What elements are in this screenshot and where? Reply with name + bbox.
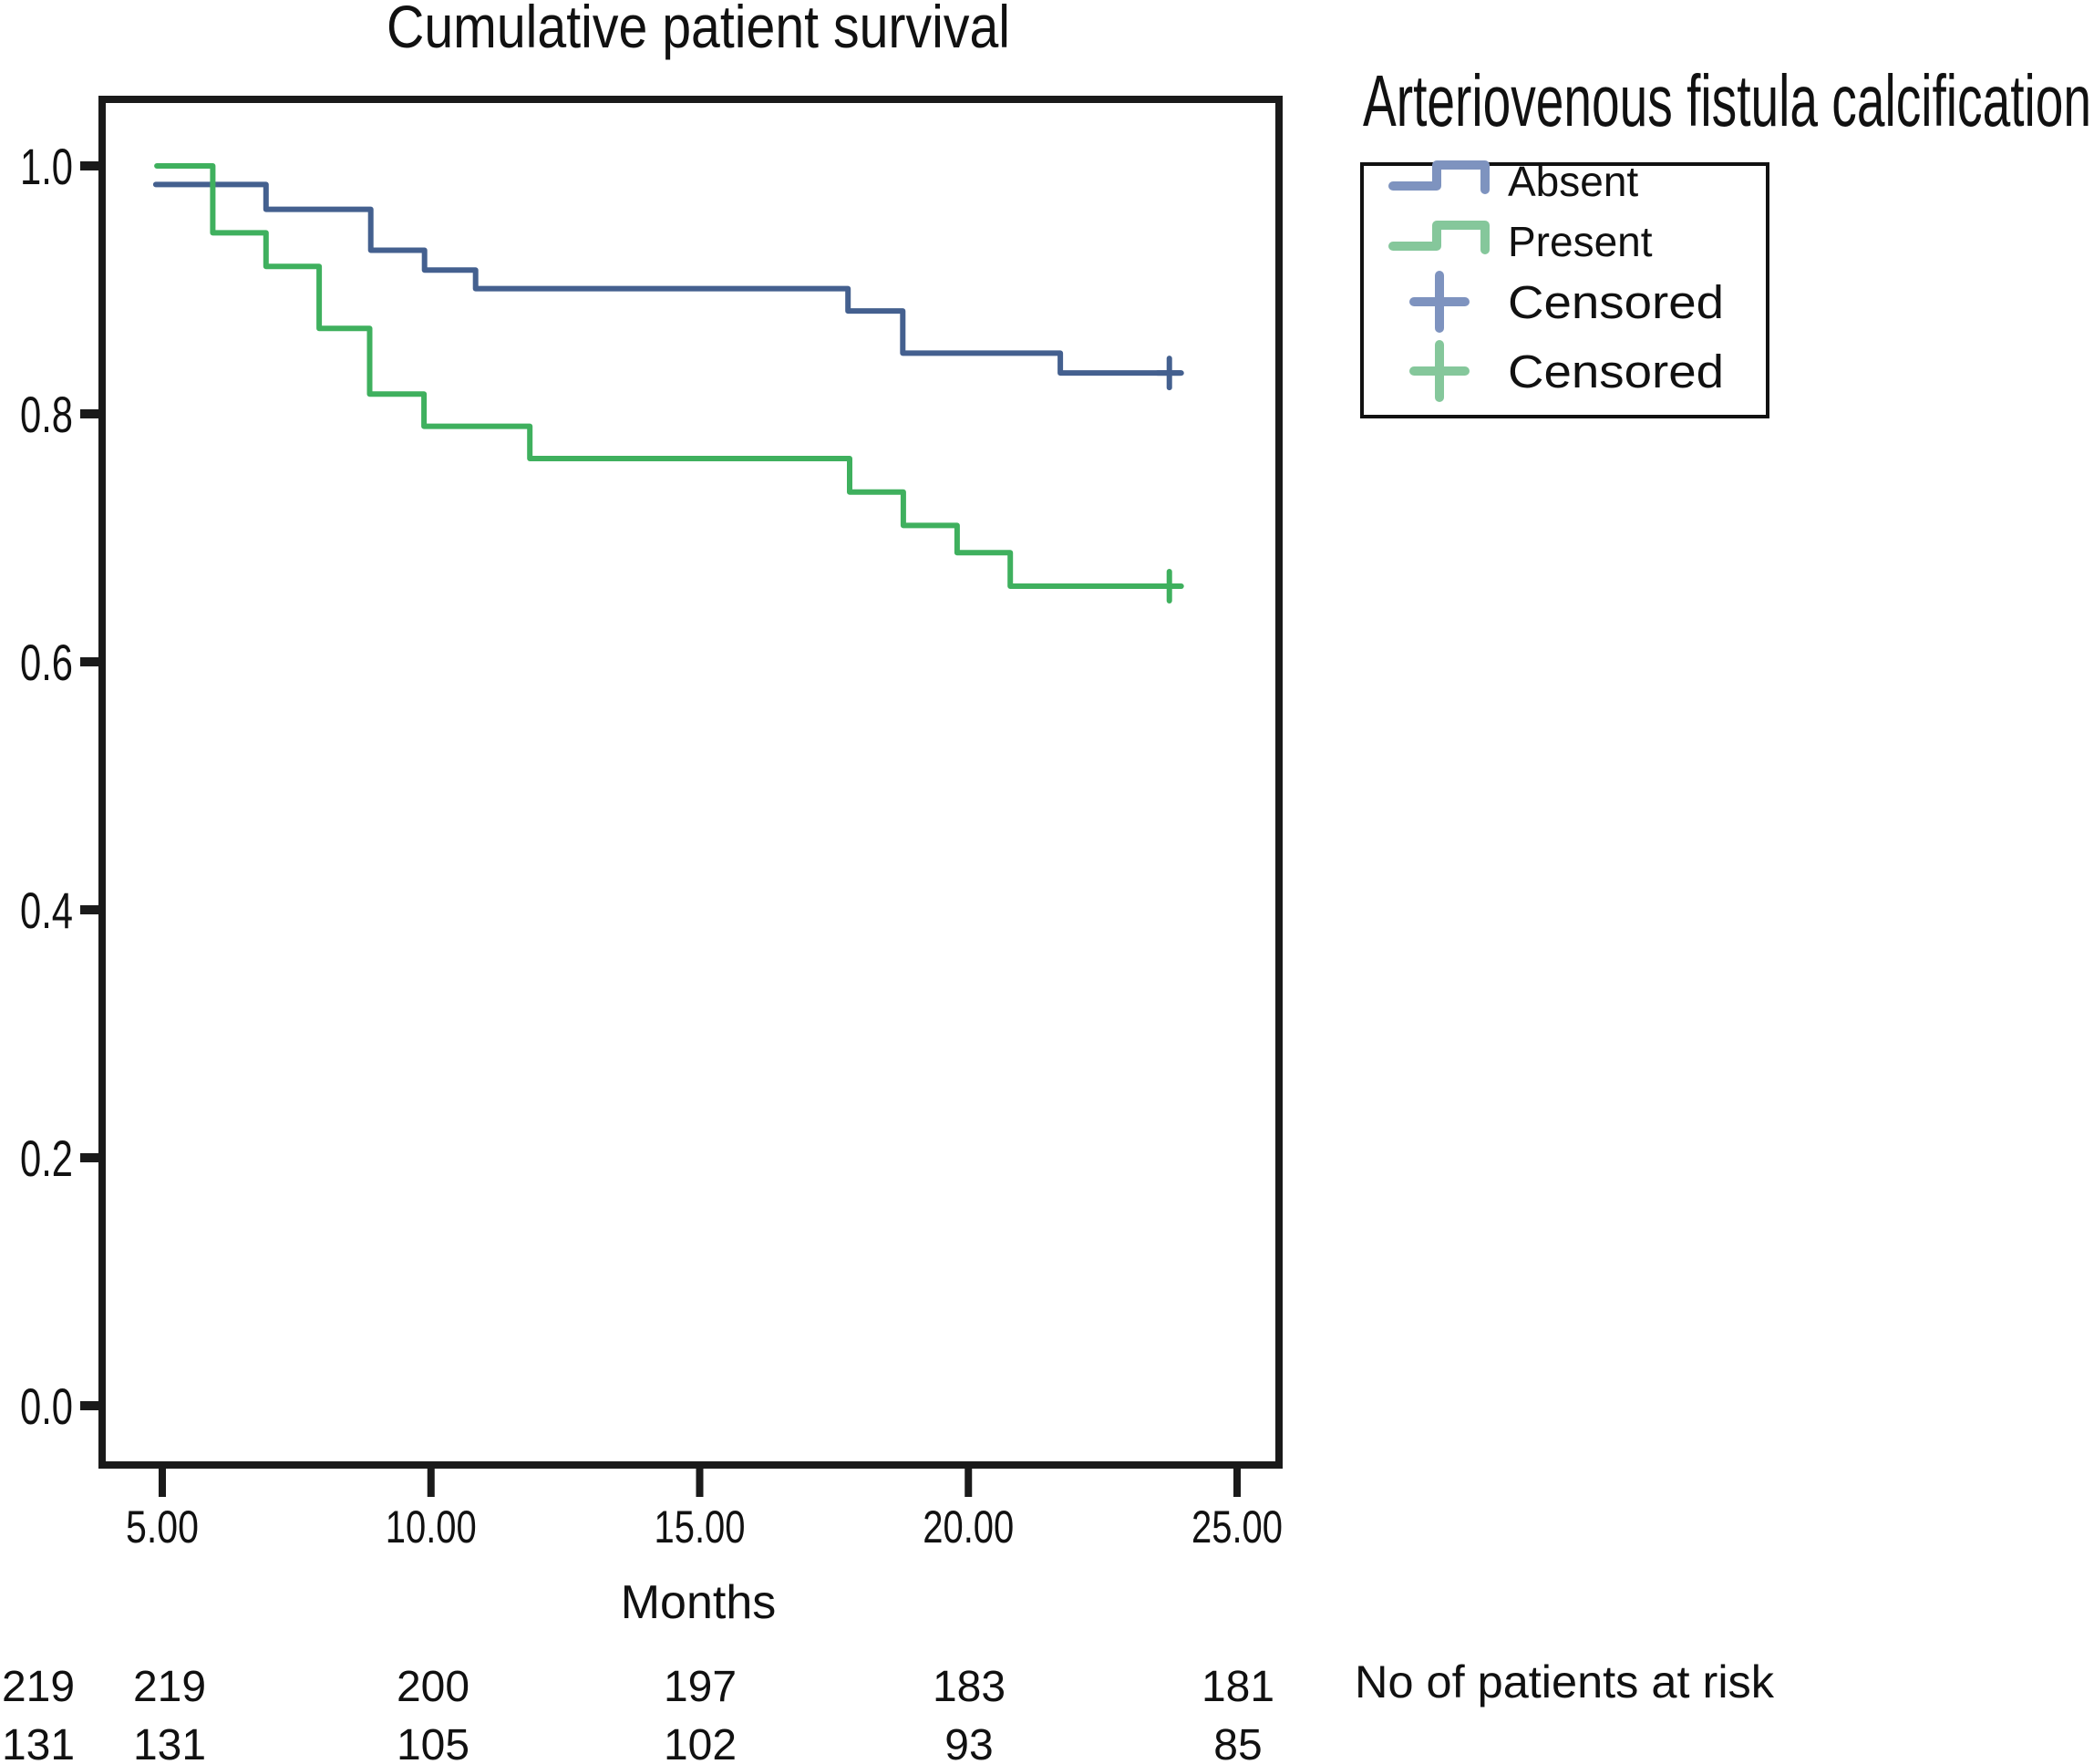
at-risk-count: 131: [133, 1721, 206, 1764]
at-risk-label: No of patients at risk: [1355, 1656, 1775, 1707]
y-tick-label: 0.2: [20, 1130, 73, 1187]
at-risk-count: 93: [944, 1721, 993, 1764]
y-tick-label: 1.0: [20, 138, 73, 195]
at-risk-count: 197: [664, 1663, 737, 1711]
legend-item-present-1: Present: [1388, 218, 1653, 265]
at-risk-count: 105: [397, 1721, 469, 1764]
x-tick-label: 5.00: [126, 1501, 199, 1553]
at-risk-count: 183: [933, 1663, 1006, 1711]
x-axis-title: Months: [621, 1576, 777, 1629]
legend-step-line-icon: [1388, 160, 1490, 194]
legend-item-label: Censored: [1508, 346, 1724, 397]
legend-step-line-icon: [1388, 221, 1490, 254]
at-risk-count: 85: [1213, 1721, 1262, 1764]
at-risk-count: 102: [664, 1721, 737, 1764]
legend-item-censored-2: Censored: [1409, 271, 1724, 333]
legend-item-absent-0: Absent: [1388, 158, 1638, 205]
x-tick-label: 10.00: [386, 1501, 477, 1553]
legend-item-label: Censored: [1508, 276, 1724, 328]
at-risk-count: 219: [133, 1663, 206, 1711]
survival-curve-absent: [152, 181, 1184, 377]
y-tick-label: 0.0: [20, 1377, 73, 1435]
x-axis: 5.00 10.00 15.00 20.00 25.00: [126, 1465, 1283, 1553]
at-risk-row-absent: 219 219 200 197 183 181: [2, 1663, 1274, 1711]
chart-title: Cumulative patient survival: [387, 0, 1010, 60]
censor-mark-absent: [1154, 356, 1184, 391]
at-risk-table: No of patients at risk 219 219 200 197 183 18…: [2, 1656, 1775, 1764]
censor-mark-present: [1154, 569, 1184, 604]
legend-item-label: Present: [1508, 218, 1653, 265]
y-tick-label: 0.4: [20, 882, 73, 939]
y-tick-label: 0.6: [20, 634, 73, 691]
x-tick-label: 20.00: [923, 1501, 1014, 1553]
x-tick-label: 15.00: [655, 1501, 746, 1553]
x-tick-label: 25.00: [1191, 1501, 1283, 1553]
plot-frame: [98, 96, 1283, 1469]
legend-item-censored-3: Censored: [1409, 340, 1724, 402]
at-risk-row-present: 131 131 105 102 93 85: [2, 1721, 1263, 1764]
legend-title: Arteriovenous fistula calcification: [1363, 60, 2091, 141]
at-risk-count: 200: [397, 1663, 469, 1711]
y-tick-label: 0.8: [20, 386, 73, 443]
legend-items: Absent Present Censored Censored: [1388, 158, 1724, 402]
at-risk-count: 219: [2, 1663, 75, 1711]
at-risk-count: 181: [1202, 1663, 1274, 1711]
legend: Arteriovenous fistula calcification Abse…: [1360, 60, 2091, 418]
legend-item-label: Absent: [1508, 158, 1638, 205]
at-risk-count: 131: [2, 1721, 75, 1764]
series-layer: [152, 163, 1184, 604]
survival-curve-present: [154, 163, 1184, 589]
y-axis: 1.0 0.8 0.6 0.4 0.2 0.0: [20, 138, 102, 1435]
